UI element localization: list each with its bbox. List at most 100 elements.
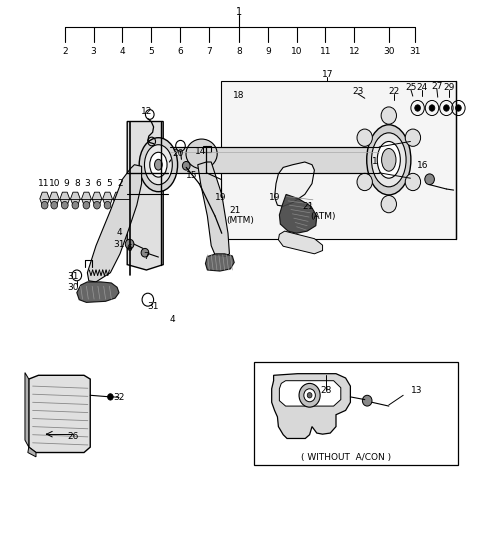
Text: 6: 6 <box>177 48 183 56</box>
Polygon shape <box>60 192 70 205</box>
Circle shape <box>425 174 434 185</box>
Ellipse shape <box>150 152 167 177</box>
Text: 12: 12 <box>348 48 360 56</box>
Polygon shape <box>25 373 29 447</box>
Polygon shape <box>49 192 59 205</box>
Circle shape <box>381 107 396 124</box>
Circle shape <box>141 248 149 257</box>
Text: 31: 31 <box>409 48 421 56</box>
Text: 32: 32 <box>113 393 125 402</box>
Text: 11: 11 <box>38 179 50 188</box>
Text: 31: 31 <box>113 240 125 248</box>
Text: 2: 2 <box>117 179 123 188</box>
Text: 18: 18 <box>233 91 244 100</box>
Text: 20: 20 <box>172 150 183 158</box>
Polygon shape <box>170 147 379 173</box>
Ellipse shape <box>155 159 162 170</box>
Text: 2: 2 <box>62 48 68 56</box>
Polygon shape <box>279 194 317 233</box>
Ellipse shape <box>382 148 396 171</box>
Text: 28: 28 <box>321 387 332 395</box>
Text: 4: 4 <box>170 315 176 324</box>
Text: 21: 21 <box>229 206 241 215</box>
Polygon shape <box>113 192 123 205</box>
Text: 9: 9 <box>265 48 271 56</box>
Text: 11: 11 <box>320 48 331 56</box>
Text: 25: 25 <box>405 83 417 92</box>
Text: 16: 16 <box>417 161 428 170</box>
Circle shape <box>61 201 68 209</box>
Polygon shape <box>279 381 341 406</box>
Text: 10: 10 <box>291 48 302 56</box>
Text: 1: 1 <box>372 158 377 166</box>
Text: 30: 30 <box>67 283 79 292</box>
Text: 5: 5 <box>107 179 112 188</box>
Ellipse shape <box>372 133 406 187</box>
Circle shape <box>41 201 48 209</box>
Text: 10: 10 <box>49 179 61 188</box>
Text: 15: 15 <box>186 171 198 180</box>
Text: 3: 3 <box>84 179 90 188</box>
Circle shape <box>104 201 111 209</box>
Text: 31: 31 <box>67 272 79 281</box>
Text: 4: 4 <box>120 48 125 56</box>
Polygon shape <box>40 192 49 205</box>
Text: 31: 31 <box>147 302 158 311</box>
Ellipse shape <box>377 141 400 178</box>
Circle shape <box>362 395 372 406</box>
Circle shape <box>405 173 420 191</box>
Polygon shape <box>203 146 211 152</box>
Text: 4: 4 <box>116 228 122 237</box>
Text: 7: 7 <box>206 48 212 56</box>
Text: 6: 6 <box>127 244 132 253</box>
Circle shape <box>94 201 100 209</box>
Text: 19: 19 <box>269 193 280 201</box>
Polygon shape <box>77 282 119 302</box>
Circle shape <box>444 105 449 111</box>
Polygon shape <box>28 447 36 457</box>
Text: 1: 1 <box>236 7 242 17</box>
Polygon shape <box>29 375 90 453</box>
Circle shape <box>405 129 420 146</box>
Text: 13: 13 <box>411 387 422 395</box>
Bar <box>254 362 458 465</box>
Polygon shape <box>205 254 234 271</box>
Circle shape <box>429 105 435 111</box>
Text: 8: 8 <box>74 179 80 188</box>
Text: 26: 26 <box>67 432 79 441</box>
Polygon shape <box>127 122 163 270</box>
Circle shape <box>72 201 79 209</box>
Text: 24: 24 <box>417 83 428 92</box>
Circle shape <box>125 239 134 249</box>
Text: 23: 23 <box>352 87 364 96</box>
Text: 17: 17 <box>322 70 333 79</box>
Polygon shape <box>278 231 323 254</box>
Polygon shape <box>87 165 142 282</box>
Text: 29: 29 <box>443 83 455 92</box>
Text: (MTM): (MTM) <box>226 216 254 225</box>
Text: 19: 19 <box>215 193 227 201</box>
Polygon shape <box>221 81 456 239</box>
Text: 3: 3 <box>91 48 96 56</box>
Circle shape <box>357 173 372 191</box>
Text: 21: 21 <box>302 202 314 211</box>
Circle shape <box>357 129 372 146</box>
Polygon shape <box>103 192 112 205</box>
Ellipse shape <box>144 145 172 185</box>
Text: 9: 9 <box>63 179 69 188</box>
Ellipse shape <box>367 125 411 195</box>
Circle shape <box>182 161 190 170</box>
Ellipse shape <box>186 139 217 169</box>
Polygon shape <box>92 192 102 205</box>
Circle shape <box>415 105 420 111</box>
Circle shape <box>83 201 90 209</box>
Text: ( WITHOUT  A/CON ): ( WITHOUT A/CON ) <box>300 454 391 462</box>
Circle shape <box>381 195 396 213</box>
Circle shape <box>456 105 461 111</box>
Circle shape <box>304 389 315 402</box>
Circle shape <box>307 393 312 398</box>
Text: 7: 7 <box>144 252 149 261</box>
Text: 12: 12 <box>141 107 152 116</box>
Polygon shape <box>71 192 80 205</box>
Circle shape <box>299 383 320 407</box>
